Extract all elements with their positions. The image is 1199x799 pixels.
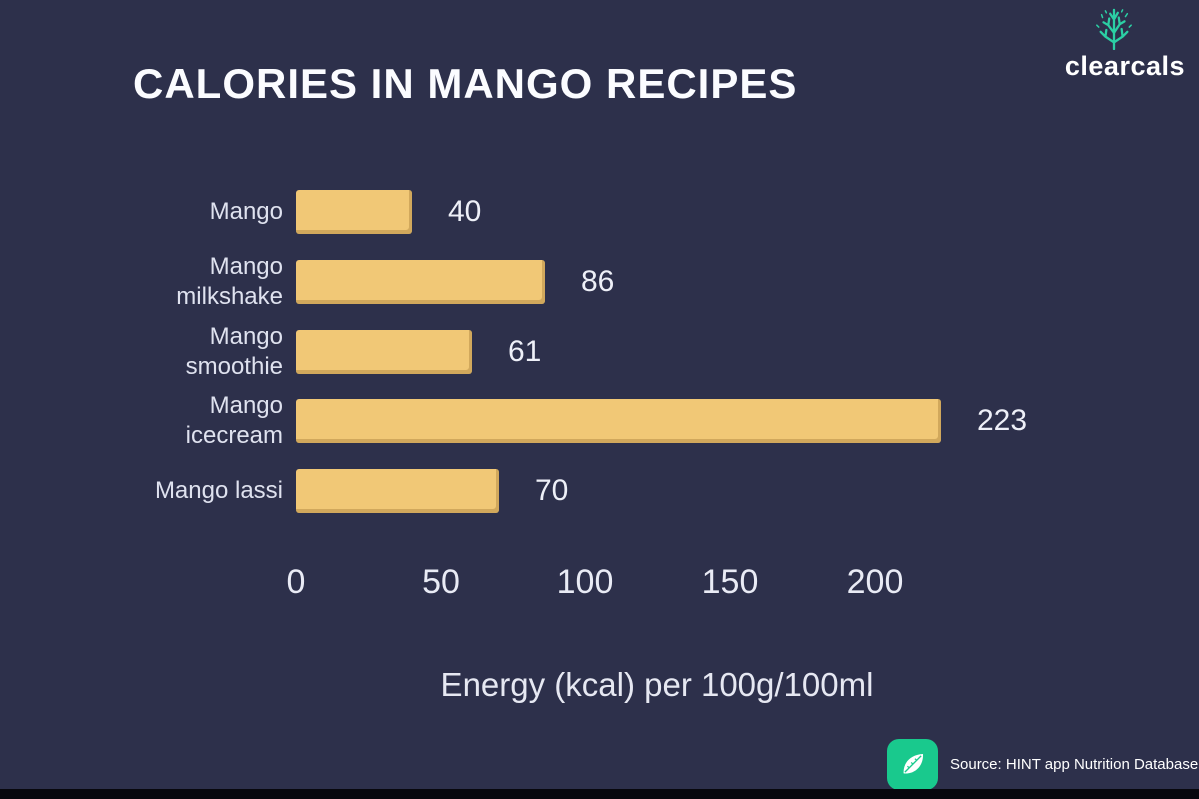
chart-title: CALORIES IN MANGO RECIPES <box>133 60 798 107</box>
category-label-mango: Mango <box>209 198 283 225</box>
source-text: Source: HINT app Nutrition Database <box>950 755 1199 773</box>
category-label-mango-smoothie: Mango smoothie <box>185 323 283 380</box>
bar-mango <box>296 190 412 234</box>
leaf-icon <box>887 738 938 790</box>
x-tick-200: 200 <box>846 563 904 601</box>
tree-icon <box>1096 8 1132 50</box>
brand-name: clearcals <box>1064 51 1185 81</box>
bar-mango-smoothie <box>296 330 472 374</box>
value-label-mango-smoothie: 61 <box>508 335 542 368</box>
x-tick-0: 0 <box>286 563 306 601</box>
x-tick-100: 100 <box>556 563 614 601</box>
category-label-mango-lassi: Mango lassi <box>154 477 283 504</box>
x-axis-title: Energy (kcal) per 100g/100ml <box>440 666 874 703</box>
value-label-mango: 40 <box>448 195 482 228</box>
x-tick-150: 150 <box>701 563 759 601</box>
bar-mango-icecream <box>296 399 941 443</box>
category-label-mango-milkshake: Mango milkshake <box>176 253 283 310</box>
bar-mango-milkshake <box>296 260 545 304</box>
bar-row-mango: Mango 40 <box>0 190 1199 234</box>
bar-row-mango-milkshake: Mango milkshake 86 <box>0 253 1199 310</box>
bar-row-mango-smoothie: Mango smoothie 61 <box>0 323 1199 380</box>
bar-mango-lassi <box>296 469 499 513</box>
value-label-mango-icecream: 223 <box>977 404 1028 437</box>
x-axis: 0 50 100 150 200 <box>0 560 1199 604</box>
brand-logo: clearcals <box>1039 8 1189 82</box>
source-attribution: Source: HINT app Nutrition Database <box>887 738 1198 790</box>
x-tick-50: 50 <box>422 563 460 601</box>
value-label-mango-lassi: 70 <box>535 474 569 507</box>
value-label-mango-milkshake: 86 <box>581 265 615 298</box>
category-label-mango-icecream: Mango icecream <box>185 392 283 449</box>
bar-row-mango-lassi: Mango lassi 70 <box>0 469 1199 513</box>
bottom-black-strip <box>0 789 1199 799</box>
bar-row-mango-icecream: Mango icecream 223 <box>0 392 1199 449</box>
